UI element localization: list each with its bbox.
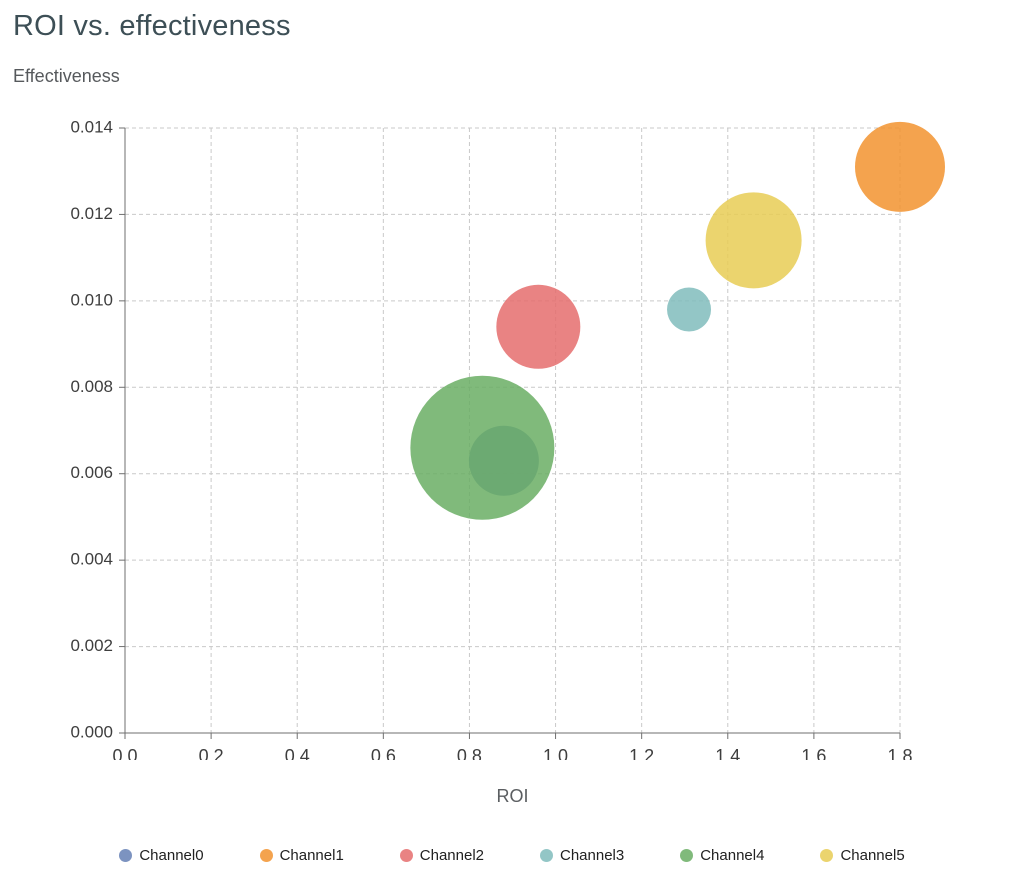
x-axis-title: ROI	[496, 786, 529, 806]
y-tick-label: 0.002	[70, 636, 113, 655]
y-tick-label: 0.010	[70, 290, 113, 309]
x-tick-label: 0.4	[285, 746, 310, 760]
legend-swatch-icon	[119, 849, 133, 862]
bubble-chart: 0.000 0.002 0.004 0.006 0.008 0.010 0.012 0.014…	[70, 117, 945, 760]
y-tick-label: 0.012	[70, 204, 113, 223]
y-tick-label: 0.000	[70, 722, 113, 741]
legend-swatch-icon	[680, 849, 694, 862]
legend-label: Channel2	[419, 847, 484, 864]
bubble-channel4	[410, 375, 555, 520]
legend-item-channel2: Channel2	[399, 847, 484, 864]
x-tick-label: 1.2	[629, 746, 654, 760]
legend-label: Channel3	[560, 847, 625, 864]
x-tick-label: 1.0	[543, 746, 568, 760]
x-tick-label: 0.8	[457, 746, 482, 760]
legend-label: Channel5	[840, 847, 905, 864]
legend-label: Channel1	[279, 847, 344, 864]
x-tick-label: 0.2	[199, 746, 224, 760]
bubble-channel2	[496, 284, 581, 369]
chart-legend: Channel0 Channel1 Channel2 Channel3 Channel4…	[0, 847, 1024, 864]
y-tick-label: 0.004	[70, 550, 113, 569]
legend-item-channel5: Channel5	[820, 847, 905, 864]
bubble-channel3	[667, 287, 712, 332]
legend-label: Channel4	[700, 847, 765, 864]
legend-item-channel1: Channel1	[259, 847, 344, 864]
legend-swatch-icon	[820, 849, 834, 862]
legend-item-channel4: Channel4	[680, 847, 764, 864]
y-tick-label: 0.014	[70, 117, 113, 136]
bubble-channel1	[855, 121, 945, 212]
legend-swatch-icon	[259, 849, 273, 862]
y-tick-label: 0.008	[70, 377, 113, 396]
legend-swatch-icon	[399, 849, 413, 862]
x-tick-label: 1.8	[887, 746, 912, 760]
y-axis-title: Effectiveness	[13, 66, 120, 86]
x-tick-label: 1.6	[801, 746, 826, 760]
x-tick-label: 1.4	[715, 746, 740, 760]
legend-item-channel0: Channel0	[119, 847, 204, 864]
x-tick-label: 0.6	[371, 746, 396, 760]
legend-swatch-icon	[540, 849, 553, 862]
chart-title: ROI vs. effectiveness	[13, 10, 291, 42]
x-tick-label: 0.0	[112, 746, 137, 760]
y-tick-label: 0.006	[70, 463, 113, 482]
legend-label: Channel0	[139, 847, 204, 864]
bubble-channel5	[705, 192, 802, 289]
legend-item-channel3: Channel3	[540, 847, 624, 864]
